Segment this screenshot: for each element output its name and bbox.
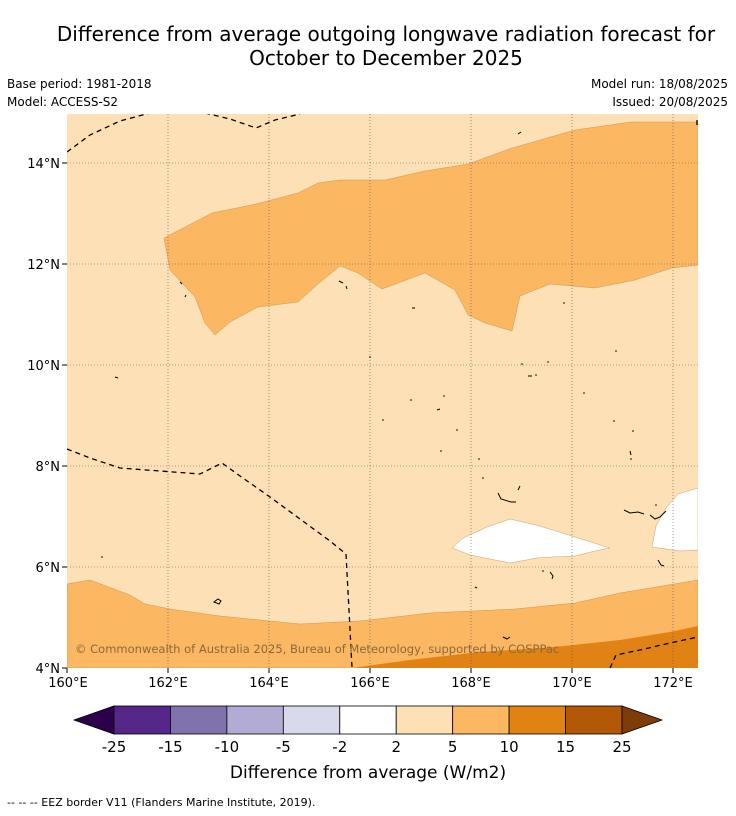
title-line-1: Difference from average outgoing longwav…	[56, 22, 716, 46]
colorbar-box	[452, 705, 510, 735]
colorbar-tick-label: 25	[612, 738, 631, 756]
colorbar-tick-label: 2	[391, 738, 401, 756]
title-line-2: October to December 2025	[249, 46, 523, 70]
colorbar-boxes	[113, 705, 623, 735]
colorbar-box	[339, 705, 397, 735]
map-plot: © Commonwealth of Australia 2025, Bureau…	[67, 114, 698, 668]
lat-label-4n: 4°N	[36, 662, 61, 677]
lat-label-14n: 14°N	[27, 157, 60, 172]
lon-label-166e: 166°E	[350, 676, 390, 691]
colorbar-tick-label: 10	[500, 738, 519, 756]
colorbar-box	[113, 705, 171, 735]
anomaly-5-to-10-south-region	[67, 579, 698, 668]
graticule	[67, 114, 698, 668]
model-run: Model run: 18/08/2025	[590, 77, 728, 91]
colorbar-box	[565, 705, 623, 735]
colorbar: -25 -15 -10 -5 -2 2 5 10 15 25 Difference from av…	[72, 705, 664, 783]
colorbar-tick-label: 15	[556, 738, 575, 756]
lat-label-6n: 6°N	[36, 561, 61, 576]
islands	[114, 131, 667, 640]
colorbar-box	[395, 705, 454, 735]
colorbar-tick-label: 5	[448, 738, 458, 756]
colorbar-tick-label: -5	[276, 738, 291, 756]
colorbar-title: Difference from average (W/m2)	[230, 763, 506, 783]
lat-label-8n: 8°N	[36, 460, 61, 475]
eez-legend-note: -- -- -- EEZ border V11 (Flanders Marine…	[7, 796, 316, 809]
colorbar-box	[282, 705, 341, 735]
anomaly-10-to-15-region	[352, 626, 698, 668]
colorbar-box	[508, 705, 566, 735]
near-average-patch-east	[651, 487, 698, 552]
model-name: Model: ACCESS-S2	[7, 95, 119, 109]
lon-label-164e: 164°E	[249, 676, 289, 691]
latitude-labels: 14°N 12°N 10°N 8°N 6°N 4°N	[27, 157, 67, 677]
issued-date: Issued: 20/08/2025	[612, 95, 728, 109]
eez-borders	[67, 114, 698, 668]
colorbar-tick-label: -15	[158, 738, 183, 756]
colorbar-box	[226, 705, 284, 735]
lat-label-10n: 10°N	[27, 359, 60, 374]
lat-label-12n: 12°N	[27, 258, 60, 273]
small-islets	[101, 302, 657, 572]
colorbar-high-extension	[621, 705, 664, 735]
anomaly-5-to-10-north-region	[163, 121, 698, 336]
colorbar-tick-label: -2	[332, 738, 347, 756]
lon-label-160e: 160°E	[48, 676, 88, 691]
colorbar-low-extension	[72, 705, 115, 735]
copyright-notice: © Commonwealth of Australia 2025, Bureau…	[75, 642, 559, 656]
lon-label-170e: 170°E	[552, 676, 592, 691]
colorbar-tick-labels: -25 -15 -10 -5 -2 2 5 10 15 25	[102, 738, 632, 756]
lon-label-172e: 172°E	[653, 676, 693, 691]
near-average-patch-central	[451, 518, 611, 564]
longitude-labels: 160°E 162°E 164°E 166°E 168°E 170°E 172°…	[48, 668, 693, 691]
lon-label-168e: 168°E	[451, 676, 491, 691]
colorbar-tick-label: -10	[215, 738, 240, 756]
colorbar-box	[170, 705, 228, 735]
lon-label-162e: 162°E	[148, 676, 188, 691]
colorbar-tick-label: -25	[102, 738, 127, 756]
base-period: Base period: 1981-2018	[7, 77, 152, 91]
